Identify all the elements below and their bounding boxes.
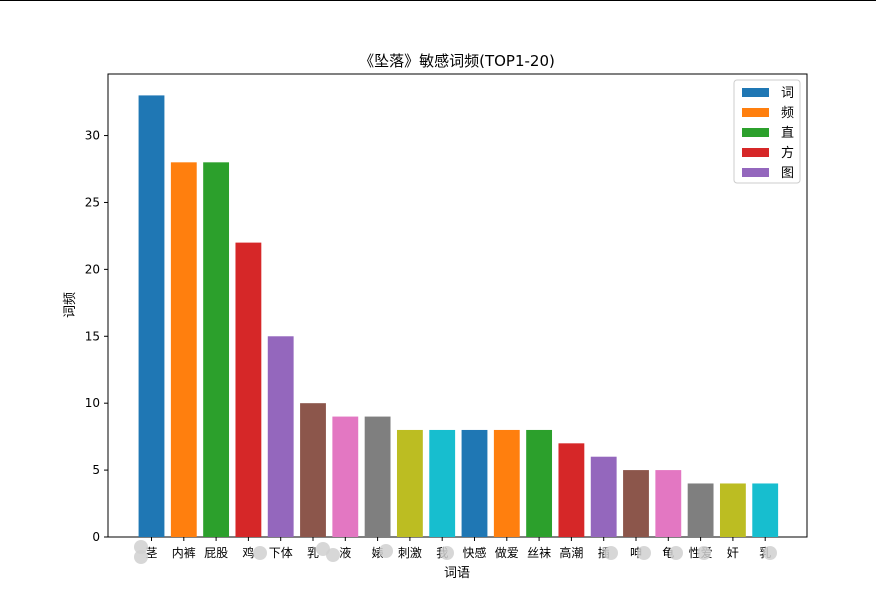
x-tick-label: 乳 <box>307 546 319 560</box>
x-tick-label: 快感 <box>462 545 486 560</box>
bar-11 <box>461 429 488 537</box>
y-tick-label: 5 <box>92 463 100 477</box>
legend-swatch <box>742 108 769 117</box>
bar-7 <box>332 416 359 537</box>
x-tick-label: 鸡 <box>242 545 254 560</box>
legend-label: 直 <box>781 126 794 141</box>
bar-9 <box>396 429 423 537</box>
censor-blur <box>669 546 683 560</box>
bar-12 <box>493 429 520 537</box>
censor-blur <box>379 544 393 558</box>
legend-label: 词 <box>781 86 794 101</box>
bar-14 <box>558 443 585 537</box>
x-tick-label: 高潮 <box>559 545 583 560</box>
censor-blur <box>763 546 777 560</box>
censor-blur <box>326 548 340 562</box>
y-tick-label: 0 <box>92 530 100 544</box>
bar-10 <box>429 429 456 537</box>
legend-swatch <box>742 148 769 157</box>
bar-4 <box>235 242 262 538</box>
x-axis: 茎内裤屁股鸡下体乳液婊刺激我快感做爱丝袜高潮插呻龟性爱奸乳 <box>134 537 777 564</box>
censor-blur <box>134 540 148 554</box>
plot-frame <box>107 73 808 538</box>
legend-label: 方 <box>781 145 794 161</box>
legend-label: 图 <box>781 166 794 181</box>
y-tick-label: 30 <box>85 129 100 143</box>
censor-blur <box>253 546 267 560</box>
x-tick-label: 丝袜 <box>527 546 551 560</box>
y-tick-label: 20 <box>85 262 100 276</box>
y-axis-label: 词频 <box>63 292 78 318</box>
x-axis-label: 词语 <box>444 566 470 581</box>
legend-swatch <box>742 88 769 97</box>
bar-18 <box>687 483 714 537</box>
y-tick-label: 25 <box>85 195 100 209</box>
bar-1 <box>138 95 165 537</box>
bar-16 <box>623 470 649 537</box>
x-tick-label: 刺激 <box>398 546 422 560</box>
x-tick-label: 奸 <box>727 546 739 560</box>
censor-blur <box>637 546 651 560</box>
y-tick-label: 10 <box>85 396 100 410</box>
bar-15 <box>590 456 617 537</box>
x-tick-label: 做爱 <box>495 545 519 560</box>
x-tick-label: 液 <box>339 545 351 560</box>
x-tick-label: 屁股 <box>204 546 228 560</box>
bar-3 <box>203 162 230 537</box>
window-top-border <box>0 0 876 1</box>
bar-5 <box>267 336 294 537</box>
censor-blur <box>134 550 148 564</box>
bars-layer <box>138 95 779 538</box>
legend-swatch <box>742 128 769 137</box>
bar-17 <box>655 470 682 537</box>
bar-20 <box>752 483 779 537</box>
x-tick-label: 茎 <box>145 546 157 560</box>
legend-label: 频 <box>781 106 794 121</box>
bar-2 <box>170 162 197 537</box>
censor-blur <box>697 546 711 560</box>
bar-8 <box>364 416 391 537</box>
y-axis: 0 5 10 15 20 25 30 <box>85 129 108 544</box>
x-tick-label: 下体 <box>269 546 293 560</box>
censor-blur <box>440 546 454 560</box>
x-tick-label: 内裤 <box>172 546 196 560</box>
bar-6 <box>300 403 326 537</box>
bar-13 <box>526 429 553 537</box>
legend-swatch <box>742 168 769 177</box>
y-tick-label: 15 <box>85 329 100 343</box>
bar-19 <box>719 483 746 537</box>
censor-blur <box>604 546 618 560</box>
chart-title: 《坠落》敏感词频(TOP1-20) <box>359 52 555 70</box>
